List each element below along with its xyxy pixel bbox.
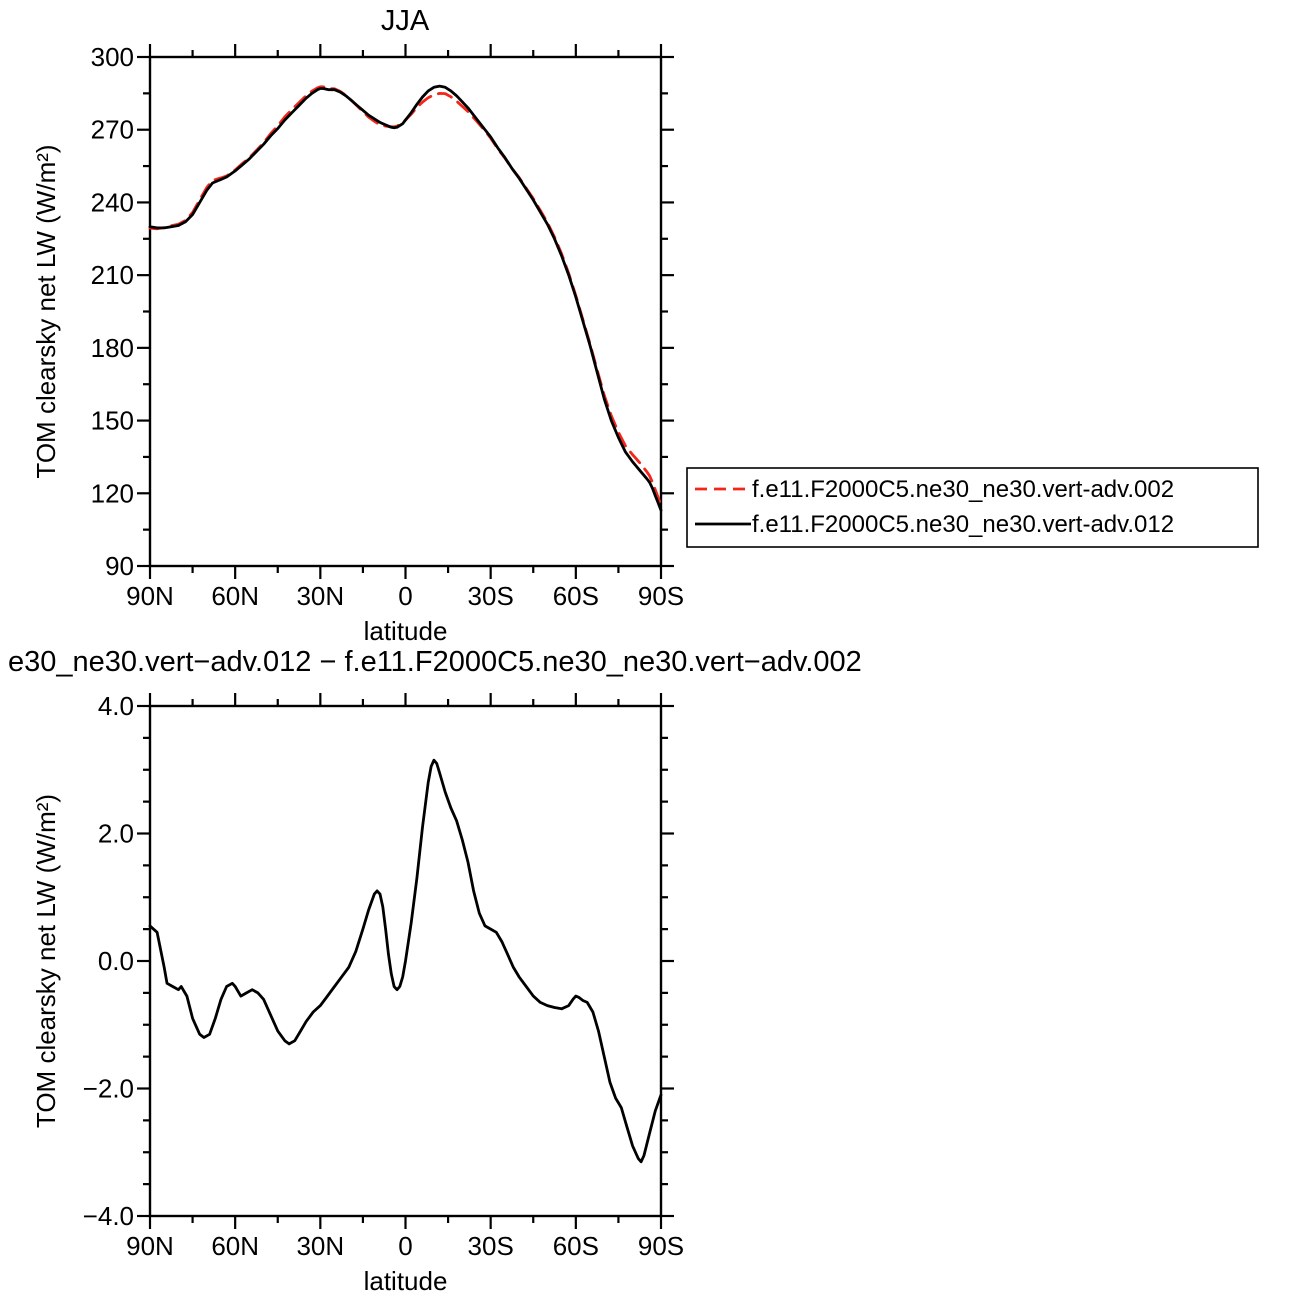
y-tick-label: 150	[91, 406, 134, 436]
y-tick-label: 90	[105, 551, 134, 581]
y-tick-label: 240	[91, 187, 134, 217]
x-tick-label: 30N	[296, 1231, 344, 1261]
chart-title: e30_ne30.vert−adv.012 − f.e11.F2000C5.ne…	[8, 646, 862, 678]
x-tick-label: 60S	[553, 1231, 599, 1261]
x-tick-label: 90S	[638, 1231, 684, 1261]
top-chart: 90N 60N 30N 0 30S 60S 90S 90 120 150 180 210 240 270 3…	[31, 5, 1259, 646]
x-tick-label: 90N	[126, 1231, 174, 1261]
y-axis-title: TOM clearsky net LW (W/m²)	[31, 794, 61, 1128]
y-tick-label: 270	[91, 115, 134, 145]
legend-label: f.e11.F2000C5.ne30_ne30.vert-adv.012	[752, 511, 1174, 538]
y-tick-label: 120	[91, 478, 134, 508]
x-tick-label: 60S	[553, 581, 599, 611]
x-tick-label: 30S	[468, 1231, 514, 1261]
y-tick-label: 180	[91, 333, 134, 363]
y-tick-label: 4.0	[98, 691, 134, 721]
x-tick-label: 60N	[211, 581, 259, 611]
y-axis-title: TOM clearsky net LW (W/m²)	[31, 144, 61, 478]
y-tick-label: 300	[91, 42, 134, 72]
chart-title: JJA	[381, 5, 430, 37]
y-tick-label: −4.0	[83, 1201, 134, 1231]
y-tick-label: 2.0	[98, 819, 134, 849]
series-line-1	[148, 84, 663, 512]
x-tick-label: 90N	[126, 581, 174, 611]
x-tick-label: 0	[398, 1231, 412, 1261]
x-axis-title: latitude	[364, 1266, 448, 1296]
legend-box	[686, 467, 1259, 548]
x-tick-label: 30S	[468, 581, 514, 611]
y-tick-label: 0.0	[98, 946, 134, 976]
x-tick-label: 30N	[296, 581, 344, 611]
series-line-0	[148, 85, 663, 507]
bottom-chart: 90N 60N 30N 0 30S 60S 90S −4.0 −2.0 0.0 2.0 4.0 e30_…	[8, 646, 862, 1296]
x-tick-label: 0	[398, 581, 412, 611]
x-axis-title: latitude	[364, 616, 448, 646]
y-tick-label: 210	[91, 260, 134, 290]
plot-border	[148, 55, 663, 568]
legend-label: f.e11.F2000C5.ne30_ne30.vert-adv.002	[752, 476, 1174, 503]
y-tick-label: −2.0	[83, 1074, 134, 1104]
legend: f.e11.F2000C5.ne30_ne30.vert-adv.002 f.e1…	[686, 467, 1259, 548]
x-tick-label: 90S	[638, 581, 684, 611]
plot-border	[148, 704, 663, 1218]
series-line-0	[148, 758, 663, 1164]
x-tick-label: 60N	[211, 1231, 259, 1261]
